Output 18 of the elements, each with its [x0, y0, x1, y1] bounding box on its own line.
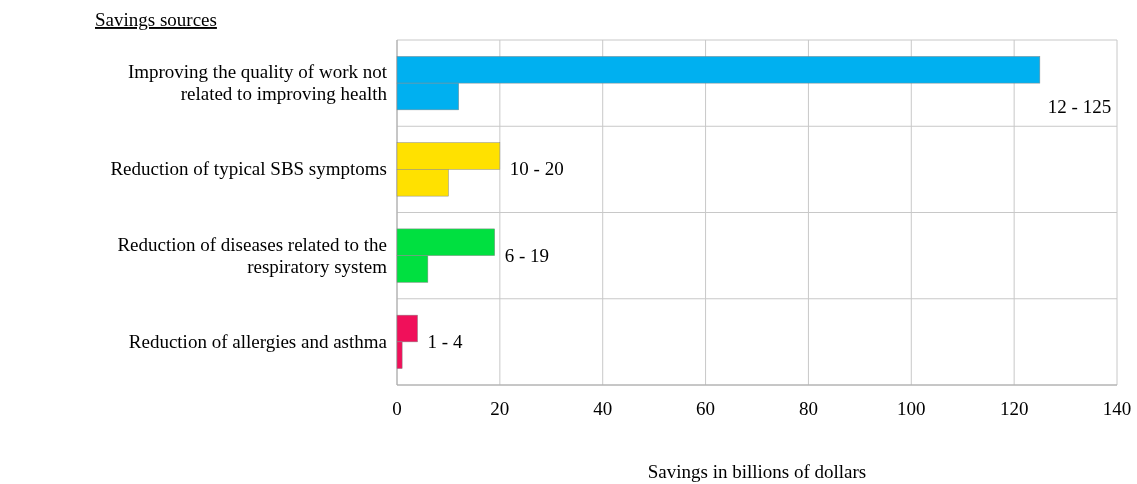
y-tick-label: Improving the quality of work not related to improving health: [127, 61, 388, 105]
y-axis-title: Savings sources: [95, 9, 217, 30]
x-tick-label: 100: [897, 398, 926, 419]
annotation: 6 - 19: [504, 244, 550, 266]
x-tick-label: 0: [392, 398, 402, 419]
annotation: 10 - 20: [509, 158, 564, 180]
y-tick-label: Reduction of allergies and asthma: [128, 330, 388, 352]
y-tick-label: Reduction of typical SBS symptoms: [110, 158, 387, 180]
annotation: 12 - 125: [1047, 96, 1112, 118]
x-tick-label: 40: [593, 398, 613, 419]
x-axis-title: Savings in billions of dollars: [647, 461, 867, 482]
annotation: 1 - 4: [427, 330, 463, 352]
x-tick-label: 140: [1102, 398, 1132, 419]
x-tick-label: 120: [999, 398, 1029, 419]
x-tick-label: 60: [696, 398, 716, 419]
x-tick-label: 20: [490, 398, 510, 419]
x-tick-label: 80: [798, 398, 818, 419]
y-tick-label: Reduction of diseases related to the respiratory system: [117, 233, 388, 277]
